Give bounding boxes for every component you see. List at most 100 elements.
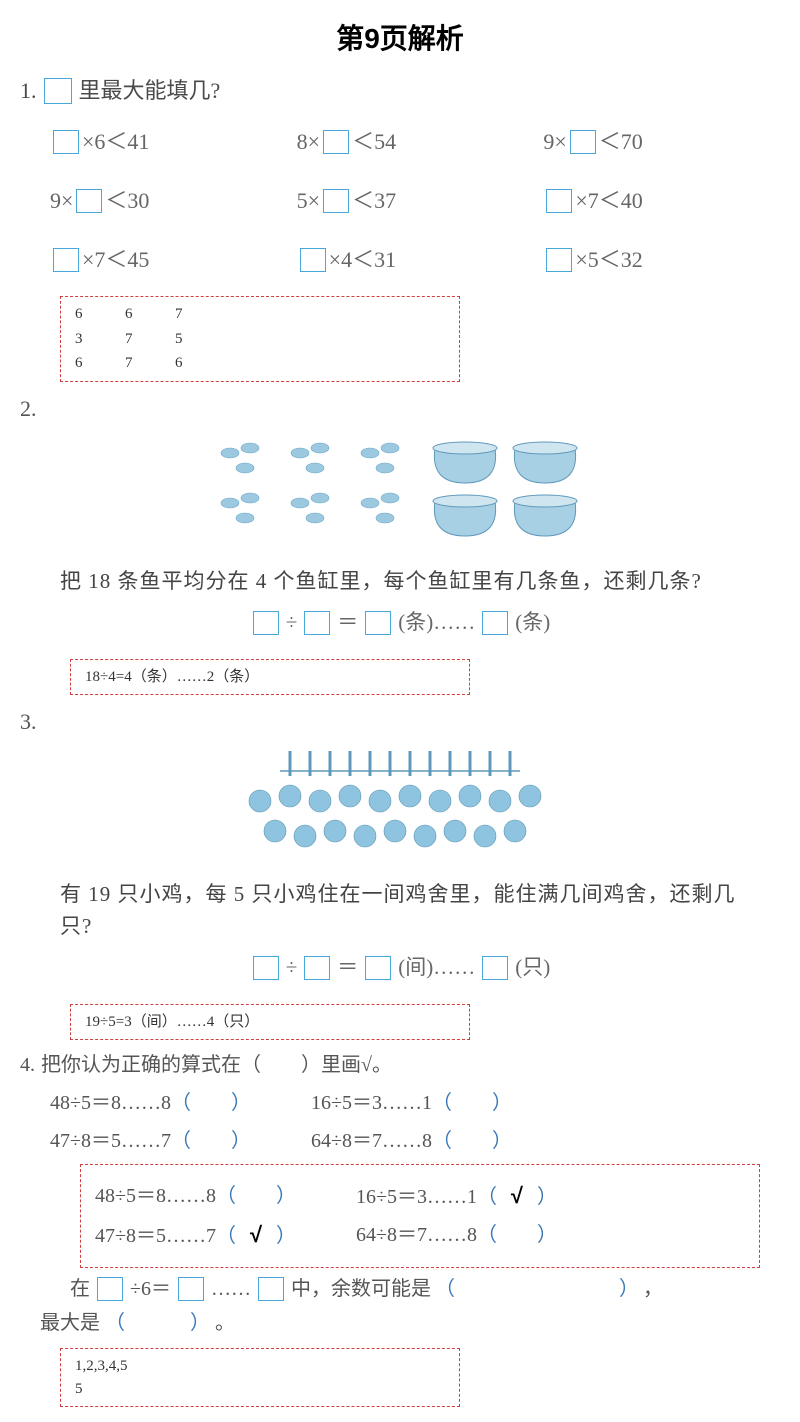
- q1-expr: ×7＜45: [50, 243, 287, 276]
- ans-cell: 7: [125, 352, 175, 375]
- q1-expr: ×4＜31: [297, 243, 534, 276]
- eq-sign: ＝: [337, 952, 358, 984]
- blank-box: [300, 248, 326, 272]
- blank-box: [365, 611, 391, 635]
- q1-expr: 8× ＜54: [297, 125, 534, 158]
- page-title: 第9页解析: [0, 18, 800, 60]
- q1-prompt-text: 里最大能填几?: [79, 74, 221, 107]
- q1-expr: ×6＜41: [50, 125, 287, 158]
- ans-cell: 6: [175, 352, 225, 375]
- blank-box: [253, 611, 279, 635]
- q1-expr: ×7＜40: [543, 184, 780, 217]
- expr: 16÷5＝3……1: [311, 1092, 432, 1114]
- paren: （: [432, 1092, 452, 1114]
- question-2: 2. 把 18 条鱼平均分在 4 个鱼缸里，每个鱼缸里有几条鱼，还剩几条? ÷: [0, 392, 800, 649]
- q1-prompt: 1. 里最大能填几?: [20, 74, 780, 107]
- paren: ）: [492, 1092, 512, 1114]
- q1-grid: ×6＜41 8×＜54 9×＜70 9×＜30 5×＜37 ×7＜40 ×7＜4…: [20, 125, 780, 276]
- expr-post: ＜54: [352, 125, 396, 158]
- paren: ）: [492, 1130, 512, 1152]
- expr-pre: 9×: [50, 184, 73, 217]
- question-3: 3. 有 19 只小鸡: [0, 705, 800, 994]
- q4-prompt: 把你认为正确的算式在（ ）里画√。: [41, 1050, 392, 1080]
- blank-box: [53, 248, 79, 272]
- q2-equation: ÷ ＝ (条)…… (条): [20, 607, 780, 639]
- q4-ans-row: 47÷8＝5……7（√） 64÷8＝7……8（）: [95, 1218, 745, 1251]
- expr-post: ×6＜41: [82, 125, 149, 158]
- expr: 48÷5＝8……8: [50, 1092, 171, 1114]
- blank-box: [546, 248, 572, 272]
- paren: ）: [231, 1130, 251, 1152]
- ans-cell: 6: [75, 303, 125, 326]
- q4-tail-answer-box: 1,2,3,4,5 5: [60, 1348, 460, 1407]
- text: 中，余数可能是: [291, 1274, 431, 1304]
- ans-line: 5: [75, 1378, 445, 1401]
- text: 。: [215, 1312, 235, 1334]
- blank-box: [97, 1277, 123, 1301]
- question-1: 1. 里最大能填几? ×6＜41 8×＜54 9×＜70 9×＜30 5×＜37…: [0, 74, 800, 286]
- expr: 16÷5＝3……1: [356, 1186, 477, 1208]
- q1-number: 1.: [20, 74, 37, 107]
- q3-equation: ÷ ＝ (间)…… (只): [20, 952, 780, 984]
- paren: （: [477, 1186, 497, 1208]
- q2-number: 2.: [20, 392, 780, 425]
- blank-box: [365, 956, 391, 980]
- ans-cell: 6: [125, 303, 175, 326]
- q4-number: 4.: [20, 1050, 35, 1080]
- q4-ans-row: 48÷5＝8……8（） 16÷5＝3……1（√）: [95, 1179, 745, 1212]
- ans-line: 1,2,3,4,5: [75, 1355, 445, 1378]
- q3-text: 有 19 只小鸡，每 5 只小鸡住在一间鸡舍里，能住满几间鸡舍，还剩几只?: [20, 875, 780, 952]
- q1-expr: ×5＜32: [543, 243, 780, 276]
- expr: 64÷8＝7……8: [356, 1224, 477, 1246]
- div-sign: ÷: [286, 952, 298, 984]
- blank-box: [546, 189, 572, 213]
- blank-box: [482, 956, 508, 980]
- expr: 64÷8＝7……8: [311, 1130, 432, 1152]
- q4-answer-box: 48÷5＝8……8（） 16÷5＝3……1（√） 47÷8＝5……7（√） 64…: [80, 1164, 760, 1268]
- q1-answer-box: 6 6 7 3 7 5 6 7 6: [60, 296, 460, 382]
- paren: （: [216, 1225, 236, 1247]
- q1-expr: 9×＜70: [543, 125, 780, 158]
- unit-text: (条)……: [398, 607, 475, 639]
- text: ÷6＝: [130, 1274, 171, 1304]
- q3-answer: 19÷5=3（间）……4（只）: [85, 1014, 259, 1030]
- check-mark: √: [236, 1218, 276, 1251]
- text: ，: [643, 1274, 663, 1304]
- fish-bowl-icon: [210, 433, 590, 543]
- q4-row: 48÷5＝8……8（） 16÷5＝3……1（）: [50, 1088, 780, 1118]
- expr: 47÷8＝5……7: [95, 1225, 216, 1247]
- blank-box: [258, 1277, 284, 1301]
- paren: （: [435, 1274, 615, 1304]
- q4-tail-line2: 最大是 （ ） 。: [20, 1308, 780, 1338]
- paren: ）: [537, 1186, 557, 1208]
- text: 在: [70, 1274, 90, 1304]
- expr-post: ＜37: [352, 184, 396, 217]
- expr-pre: 8×: [297, 125, 320, 158]
- expr-pre: 9×: [543, 125, 566, 158]
- unit-text: (间)……: [398, 952, 475, 984]
- q2-illustration: [20, 433, 780, 552]
- unit-text: (条): [515, 607, 550, 639]
- q4-rows: 48÷5＝8……8（） 16÷5＝3……1（） 47÷8＝5……7（） 64÷8…: [20, 1088, 780, 1156]
- blank-box: [570, 130, 596, 154]
- blank-box: [304, 611, 330, 635]
- ans-cell: 7: [175, 303, 225, 326]
- expr: 48÷5＝8……8: [95, 1185, 216, 1207]
- blank-box: [178, 1277, 204, 1301]
- paren: （: [432, 1130, 452, 1152]
- ans-cell: 5: [175, 328, 225, 351]
- check-mark: √: [497, 1179, 537, 1212]
- blank-box: [44, 78, 72, 104]
- text: 最大是: [40, 1312, 100, 1334]
- div-sign: ÷: [286, 607, 298, 639]
- blank-box: [253, 956, 279, 980]
- blank-box: [53, 130, 79, 154]
- blank-box: [323, 189, 349, 213]
- text: ……: [211, 1274, 251, 1304]
- q4-tail-line1: 在 ÷6＝ …… 中，余数可能是 （ ） ，: [20, 1274, 780, 1304]
- expr-post: ×4＜31: [329, 243, 396, 276]
- expr-post: ×5＜32: [575, 243, 642, 276]
- q2-answer: 18÷4=4（条）……2（条）: [85, 669, 259, 685]
- q3-illustration: [20, 746, 780, 865]
- paren: （: [171, 1092, 191, 1114]
